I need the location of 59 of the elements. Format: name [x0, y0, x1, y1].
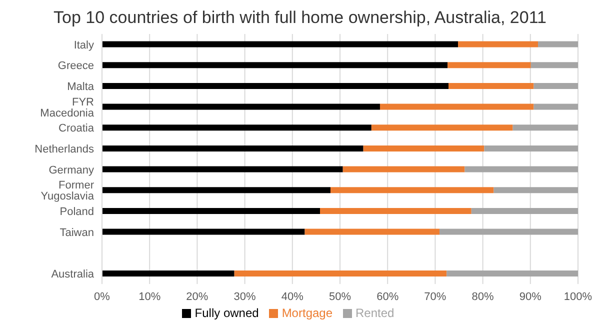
bar [538, 41, 578, 48]
bar [494, 187, 578, 194]
x-tick-label: 50% [328, 290, 352, 303]
bar [330, 187, 494, 194]
bar [471, 208, 578, 214]
bar [371, 124, 513, 131]
bar [102, 166, 343, 172]
bar [534, 82, 578, 89]
bar [530, 62, 578, 68]
bar [304, 228, 440, 235]
y-tick-label: FYR Macedonia [40, 96, 95, 120]
x-tick-label: 90% [519, 290, 542, 303]
y-tick-label: Malta [67, 80, 95, 93]
bar [320, 208, 472, 214]
x-tick-label: 100% [564, 290, 592, 303]
bar [484, 145, 578, 152]
y-tick-label: Taiwan [60, 226, 94, 239]
bar [102, 104, 380, 110]
bar [102, 187, 330, 194]
y-tick-label: Croatia [58, 122, 95, 135]
y-tick-label: Poland [60, 206, 94, 218]
bar [102, 41, 458, 48]
bar [102, 270, 234, 276]
bar [446, 270, 578, 276]
bar [234, 270, 447, 276]
bar [102, 228, 305, 235]
legend-label: Fully owned [194, 306, 259, 320]
bar [363, 145, 484, 152]
bar [464, 166, 578, 172]
x-tick-label: 0% [94, 290, 110, 303]
bar [102, 82, 449, 89]
x-tick-label: 10% [138, 290, 161, 303]
bar [102, 124, 372, 131]
bar [448, 82, 534, 89]
x-tick-label: 30% [234, 290, 256, 303]
legend-label: Rented [356, 306, 394, 320]
legend-label: Mortgage [282, 306, 333, 320]
bar [458, 41, 538, 48]
bar [102, 62, 448, 68]
bar [102, 208, 320, 214]
bar [380, 104, 534, 110]
bar [102, 145, 364, 152]
x-tick-label: 70% [424, 290, 446, 303]
x-tick-label: 80% [472, 290, 494, 303]
bar [512, 124, 578, 131]
y-tick-label: Italy [74, 39, 94, 52]
chart-title: Top 10 countries of birth with full home ownership, Australia, 2011 [52, 8, 548, 28]
y-tick-label: Germany [48, 164, 94, 176]
x-tick-label: 60% [376, 290, 399, 303]
x-tick-label: 40% [281, 290, 304, 303]
y-tick-label: Netherlands [34, 143, 94, 156]
bar [342, 166, 465, 172]
y-tick-label: Greece [58, 60, 94, 72]
x-tick-label: 20% [186, 290, 208, 303]
bar [439, 228, 578, 235]
bar [448, 62, 531, 68]
bar [534, 104, 578, 110]
y-tick-label: Former Yugoslavia [40, 180, 95, 203]
y-tick-label: Australia [51, 268, 95, 280]
